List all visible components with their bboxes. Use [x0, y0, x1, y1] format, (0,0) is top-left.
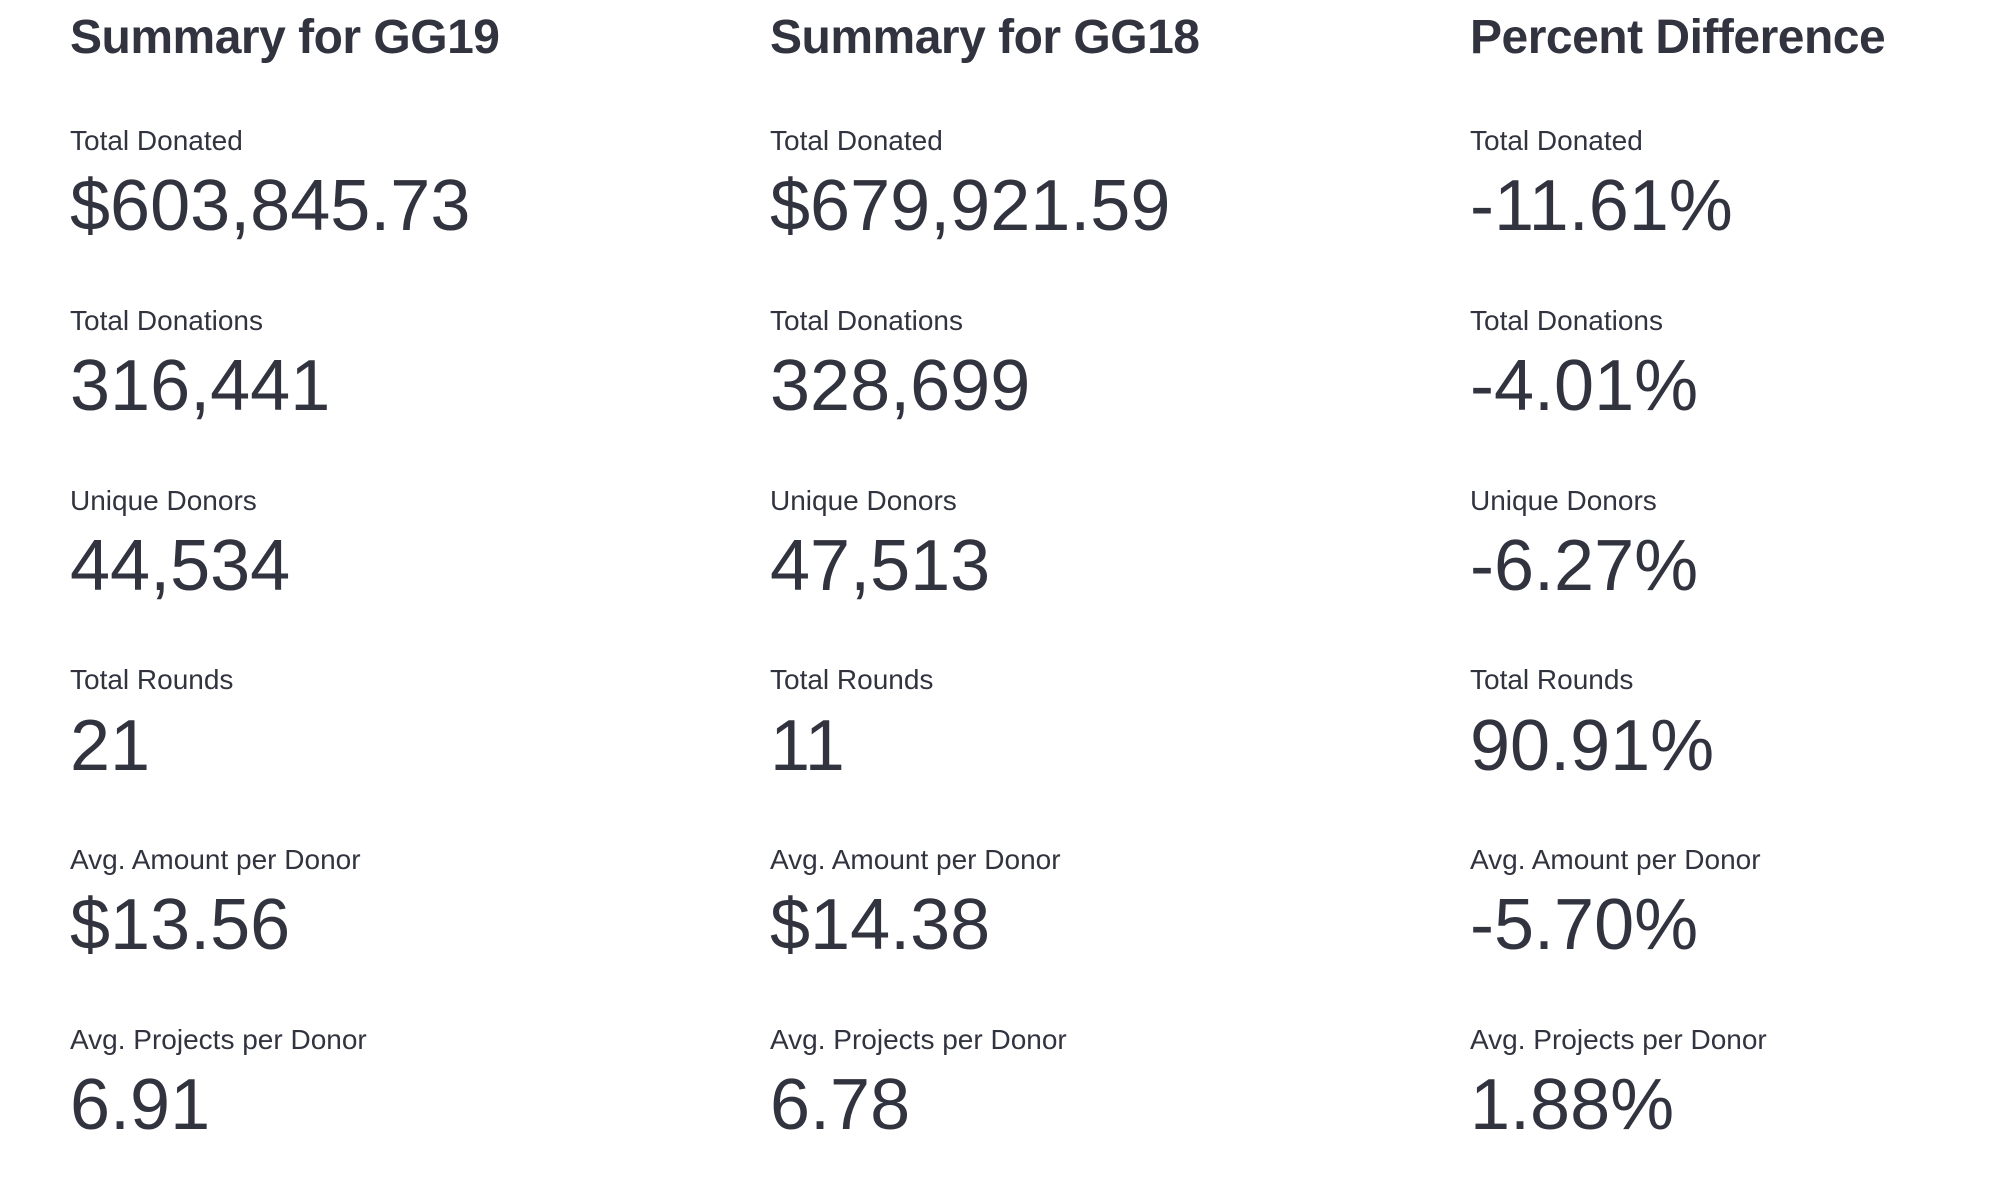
diff-metric-total-rounds: Total Rounds 90.91%: [1470, 660, 2012, 793]
metric-label: Total Rounds: [770, 664, 934, 696]
metric-label: Avg. Amount per Donor: [1470, 844, 1761, 876]
gg19-metric-total-rounds: Total Rounds 21: [70, 660, 770, 793]
metric-label: Unique Donors: [770, 484, 957, 516]
diff-metric-avg-amount-per-donor: Avg. Amount per Donor -5.70%: [1470, 840, 2012, 973]
gg18-metric-avg-projects-per-donor: Avg. Projects per Donor 6.78: [770, 1020, 1470, 1153]
metric-value: 316,441: [70, 345, 331, 426]
metric-label: Total Donated: [770, 125, 943, 156]
metric-value: 90.91%: [1470, 705, 1715, 786]
metric-label: Total Donated: [70, 125, 243, 156]
metric-label: Total Rounds: [1470, 664, 1634, 696]
metric-label: Avg. Projects per Donor: [1470, 1023, 1767, 1055]
metric-label: Avg. Amount per Donor: [70, 844, 361, 876]
metric-value: 44,534: [70, 525, 291, 606]
diff-metric-total-donations: Total Donations -4.01%: [1470, 301, 2012, 434]
metric-value: -5.70%: [1470, 885, 1699, 966]
gg18-metric-total-donated: Total Donated $679,921.59: [770, 121, 1470, 254]
gg18-metric-total-donations: Total Donations 328,699: [770, 301, 1470, 434]
metric-value: 328,699: [770, 345, 1031, 426]
gg18-metric-avg-amount-per-donor: Avg. Amount per Donor $14.38: [770, 840, 1470, 973]
metric-label: Total Donations: [770, 304, 964, 336]
metric-value: 6.91: [70, 1065, 211, 1146]
gg19-metric-unique-donors: Unique Donors 44,534: [70, 481, 770, 614]
metric-value: $679,921.59: [770, 166, 1171, 247]
diff-metric-total-donated: Total Donated -11.61%: [1470, 121, 2012, 254]
metric-value: -4.01%: [1470, 345, 1699, 426]
metric-label: Total Donations: [70, 304, 264, 336]
column-gg18: Summary for GG18 Total Donated $679,921.…: [770, 8, 1470, 1200]
metric-label: Total Donations: [1470, 304, 1664, 336]
metric-label: Avg. Projects per Donor: [770, 1023, 1067, 1055]
gg19-metric-avg-amount-per-donor: Avg. Amount per Donor $13.56: [70, 840, 770, 973]
column-percent-difference: Percent Difference Total Donated -11.61%…: [1470, 8, 2012, 1200]
metric-value: -11.61%: [1470, 166, 1733, 247]
column-gg19-title: Summary for GG19: [70, 11, 500, 64]
metric-label: Total Donated: [1470, 125, 1643, 156]
diff-metric-unique-donors: Unique Donors -6.27%: [1470, 481, 2012, 614]
metric-value: $13.56: [70, 885, 291, 966]
gg19-metric-avg-projects-per-donor: Avg. Projects per Donor 6.91: [70, 1020, 770, 1153]
diff-metric-avg-projects-per-donor: Avg. Projects per Donor 1.88%: [1470, 1020, 2012, 1153]
metric-value: 6.78: [770, 1065, 911, 1146]
gg19-metric-total-donated: Total Donated $603,845.73: [70, 121, 770, 254]
metric-value: $603,845.73: [70, 166, 471, 247]
metric-label: Unique Donors: [1470, 484, 1657, 516]
metric-value: 1.88%: [1470, 1065, 1675, 1146]
metric-value: $14.38: [770, 885, 991, 966]
column-gg18-title: Summary for GG18: [770, 11, 1200, 64]
metric-label: Avg. Projects per Donor: [70, 1023, 367, 1055]
column-gg19: Summary for GG19 Total Donated $603,845.…: [70, 8, 770, 1200]
gg18-metric-unique-donors: Unique Donors 47,513: [770, 481, 1470, 614]
gg19-metric-total-donations: Total Donations 316,441: [70, 301, 770, 434]
metric-value: 47,513: [770, 525, 991, 606]
gg18-metric-total-rounds: Total Rounds 11: [770, 660, 1470, 793]
metric-value: -6.27%: [1470, 525, 1699, 606]
metric-value: 21: [70, 705, 151, 786]
metric-label: Total Rounds: [70, 664, 234, 696]
metric-label: Avg. Amount per Donor: [770, 844, 1061, 876]
metric-label: Unique Donors: [70, 484, 257, 516]
column-percent-difference-title: Percent Difference: [1470, 11, 1886, 64]
metric-value: 11: [770, 705, 845, 786]
